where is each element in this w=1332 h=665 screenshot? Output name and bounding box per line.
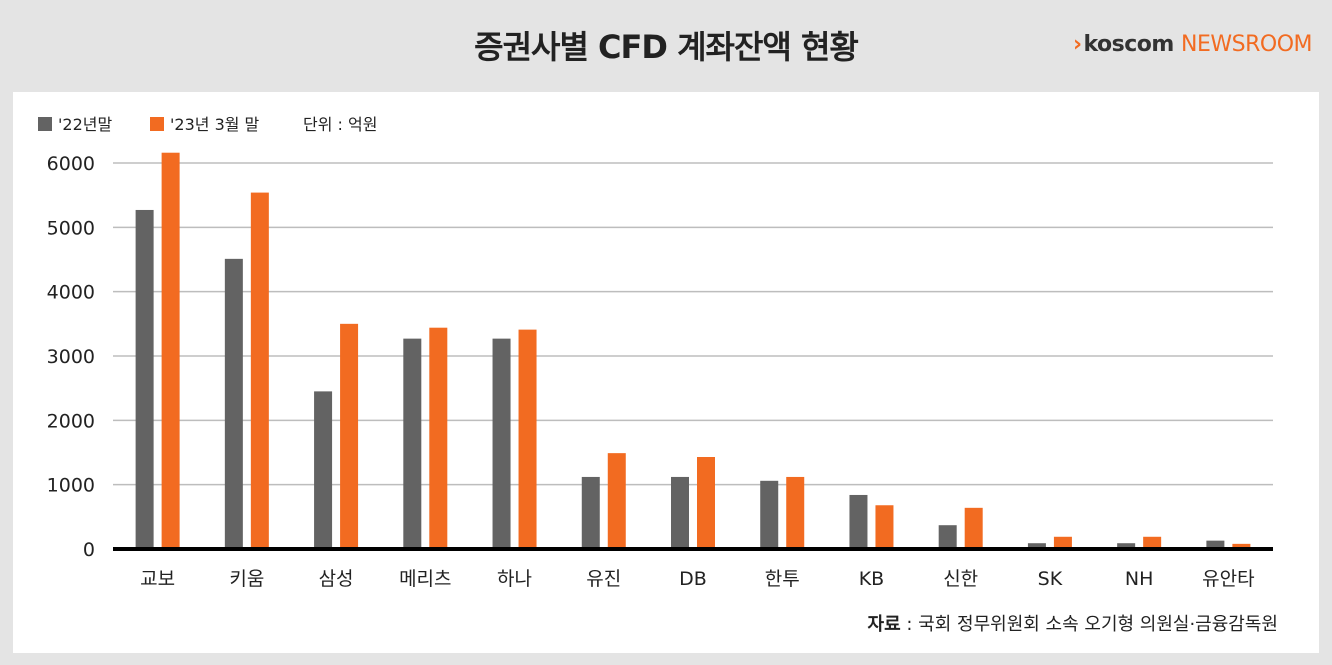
x-tick-label: 신한 [943,568,978,590]
x-tick-label: 메리츠 [399,568,451,590]
x-tick-label: 삼성 [319,568,354,590]
bar-메리츠-2022 [403,338,422,549]
legend-label-2022: '22년말 [58,115,112,134]
bar-한투-2023 [786,476,805,549]
legend-label-2023: '23년 3월 말 [170,115,260,134]
x-tick-label: 유안타 [1202,568,1254,590]
y-tick-label: 1000 [47,475,95,497]
source-label: 자료 [868,614,901,635]
x-axis: 교보 키움 삼성 메리츠 하나 유진 DB 한투 KB 신한 SK NH 유안타 [140,568,1254,590]
bar-NH-2022 [1117,543,1136,549]
bar-KB-2022 [849,494,868,549]
y-tick-label: 6000 [47,153,95,175]
x-tick-label: KB [859,568,885,590]
bar-키움-2023 [250,192,269,549]
bar-유안타-2022 [1206,540,1225,549]
bar-메리츠-2023 [429,327,448,549]
grid-lines [113,162,1273,486]
y-tick-label: 0 [83,539,95,561]
brand-logo: ›koscom NEWSROOM [1072,32,1313,57]
y-tick-label: 2000 [47,410,95,432]
x-tick-label: 한투 [765,568,800,590]
bar-유안타-2023 [1232,543,1251,549]
y-tick-label: 5000 [47,217,95,239]
bar-키움-2022 [224,258,243,549]
bar-하나-2023 [518,329,537,549]
x-tick-label: 교보 [140,568,175,590]
bar-유진-2023 [607,453,626,549]
legend-swatch-2022 [38,117,52,131]
brand-name: koscom [1083,32,1175,57]
x-tick-label: 키움 [229,568,264,590]
x-tick-label: SK [1038,568,1063,590]
bar-DB-2023 [697,457,715,549]
bar-SK-2022 [1027,543,1046,549]
bar-한투-2022 [760,480,779,549]
bar-chart: 0 1000 2000 3000 4000 5000 6000 교보 키움 삼성 메리츠 하나 유진 D… [38,115,1278,635]
chart-panel: 0 1000 2000 3000 4000 5000 6000 교보 키움 삼성 메리츠 하나 유진 D… [13,92,1319,653]
bar-SK-2023 [1053,536,1072,549]
y-tick-label: 4000 [47,282,95,304]
bar-유진-2022 [581,476,600,549]
bar-NH-2023 [1143,536,1162,549]
bar-하나-2022 [492,338,511,549]
bars [135,152,1251,550]
x-tick-label: 유진 [586,568,621,590]
x-tick-label: DB [679,568,707,590]
brand-suffix: NEWSROOM [1181,32,1312,57]
y-tick-label: 3000 [47,346,95,368]
source-note: 자료 : 국회 정무위원회 소속 오기형 의원실·금융감독원 [868,614,1278,635]
bar-삼성-2023 [340,323,359,549]
bar-DB-2022 [671,476,689,549]
legend-swatch-2023 [150,117,164,131]
legend: '22년말 '23년 3월 말 단위 : 억원 [38,115,377,134]
bar-KB-2023 [875,505,894,549]
bar-신한-2023 [964,507,983,549]
chart-title: 증권사별 CFD 계좌잔액 현황 [474,28,859,66]
x-tick-label: 하나 [497,568,532,590]
bar-교보-2022 [135,209,154,550]
x-tick-label: NH [1125,568,1154,590]
chevron-right-icon: › [1072,32,1082,57]
bar-신한-2022 [938,525,957,549]
bar-교보-2023 [161,152,180,549]
bar-삼성-2022 [314,391,333,549]
unit-label: 단위 : 억원 [303,115,377,134]
source-text: : 국회 정무위원회 소속 오기형 의원실·금융감독원 [901,614,1278,635]
y-axis: 0 1000 2000 3000 4000 5000 6000 [47,153,95,561]
